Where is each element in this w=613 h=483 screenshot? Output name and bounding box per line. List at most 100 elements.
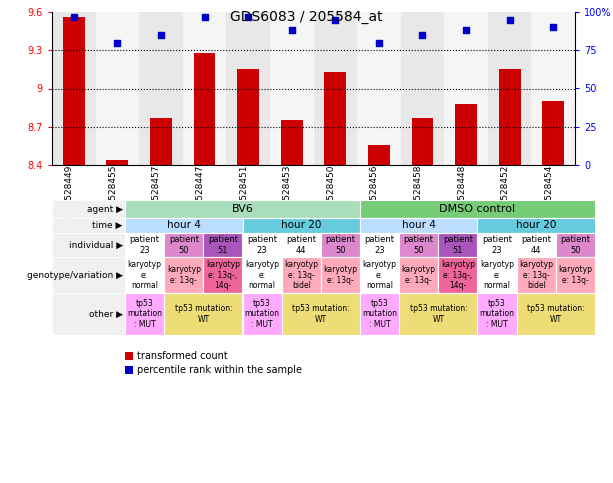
Text: hour 20: hour 20 xyxy=(281,221,321,230)
Text: GSM1528452: GSM1528452 xyxy=(501,165,509,225)
Text: patient
50: patient 50 xyxy=(169,235,199,255)
Bar xyxy=(63,17,85,165)
Bar xyxy=(531,12,575,165)
Bar xyxy=(194,53,215,165)
Text: karyotyp
e: 13q-,
14q-: karyotyp e: 13q-, 14q- xyxy=(441,260,475,290)
Text: tp53
mutation
: MUT: tp53 mutation : MUT xyxy=(362,299,397,329)
Text: karyotyp
e:
normal: karyotyp e: normal xyxy=(245,260,279,290)
Bar xyxy=(499,70,520,165)
Bar xyxy=(368,144,390,165)
Bar xyxy=(107,160,128,165)
Text: karyotyp
e: 13q-: karyotyp e: 13q- xyxy=(558,265,592,284)
Text: patient
51: patient 51 xyxy=(443,235,473,255)
Text: transformed count: transformed count xyxy=(137,351,228,361)
Text: GSM1528449: GSM1528449 xyxy=(65,165,74,225)
Text: karyotyp
e: 13q-
bidel: karyotyp e: 13q- bidel xyxy=(519,260,554,290)
Bar xyxy=(281,120,303,165)
Text: GSM1528454: GSM1528454 xyxy=(544,165,553,225)
Text: GDS6083 / 205584_at: GDS6083 / 205584_at xyxy=(230,10,383,24)
Text: patient
23: patient 23 xyxy=(129,235,159,255)
Point xyxy=(200,13,210,20)
Text: karyotyp
e: 13q-,
14q-: karyotyp e: 13q-, 14q- xyxy=(206,260,240,290)
Point xyxy=(417,31,427,39)
Text: karyotyp
e:
normal: karyotyp e: normal xyxy=(480,260,514,290)
Bar xyxy=(237,70,259,165)
Text: tp53 mutation:
WT: tp53 mutation: WT xyxy=(409,304,467,324)
Point xyxy=(156,31,166,39)
Bar xyxy=(183,12,226,165)
Bar xyxy=(324,72,346,165)
Bar xyxy=(281,120,303,165)
Text: karyotyp
e:
normal: karyotyp e: normal xyxy=(362,260,397,290)
Text: karyotyp
e: 13q-: karyotyp e: 13q- xyxy=(167,265,200,284)
Bar xyxy=(125,366,133,374)
Bar xyxy=(313,12,357,165)
Bar xyxy=(52,12,96,165)
Bar xyxy=(96,12,139,165)
Bar xyxy=(150,118,172,165)
Text: karyotyp
e: 13q-
bidel: karyotyp e: 13q- bidel xyxy=(284,260,318,290)
Text: karyotyp
e: 13q-: karyotyp e: 13q- xyxy=(402,265,436,284)
Point xyxy=(112,39,122,46)
Text: hour 20: hour 20 xyxy=(516,221,557,230)
Bar xyxy=(368,144,390,165)
Text: GSM1528448: GSM1528448 xyxy=(457,165,466,225)
Text: DMSO control: DMSO control xyxy=(440,204,516,214)
Point xyxy=(243,13,253,20)
Text: GSM1528451: GSM1528451 xyxy=(239,165,248,225)
Text: genotype/variation ▶: genotype/variation ▶ xyxy=(27,270,123,280)
Text: patient
23: patient 23 xyxy=(365,235,395,255)
Bar xyxy=(411,118,433,165)
Bar xyxy=(357,12,401,165)
Point xyxy=(69,13,78,20)
Text: GSM1528447: GSM1528447 xyxy=(196,165,205,225)
Point xyxy=(548,24,558,31)
Bar xyxy=(226,12,270,165)
Bar xyxy=(150,118,172,165)
Bar xyxy=(270,12,313,165)
Bar xyxy=(499,70,520,165)
Text: other ▶: other ▶ xyxy=(89,310,123,318)
Bar xyxy=(543,101,564,165)
Text: patient
50: patient 50 xyxy=(326,235,356,255)
Text: GSM1528450: GSM1528450 xyxy=(326,165,335,225)
Bar xyxy=(194,53,215,165)
Text: patient
23: patient 23 xyxy=(482,235,512,255)
Bar xyxy=(488,12,531,165)
Bar xyxy=(107,160,128,165)
Bar xyxy=(444,12,488,165)
Text: patient
44: patient 44 xyxy=(286,235,316,255)
Text: patient
51: patient 51 xyxy=(208,235,238,255)
Text: patient
44: patient 44 xyxy=(521,235,551,255)
Bar xyxy=(63,17,85,165)
Bar xyxy=(543,101,564,165)
Text: GSM1528456: GSM1528456 xyxy=(370,165,379,225)
Bar xyxy=(139,12,183,165)
Text: tp53 mutation:
WT: tp53 mutation: WT xyxy=(175,304,232,324)
Point xyxy=(504,16,514,24)
Bar xyxy=(125,352,133,360)
Text: time ▶: time ▶ xyxy=(93,221,123,230)
Text: tp53
mutation
: MUT: tp53 mutation : MUT xyxy=(479,299,514,329)
Text: patient
50: patient 50 xyxy=(560,235,590,255)
Bar xyxy=(411,118,433,165)
Bar xyxy=(455,104,477,165)
Text: patient
50: patient 50 xyxy=(404,235,434,255)
Text: tp53 mutation:
WT: tp53 mutation: WT xyxy=(527,304,585,324)
Text: tp53 mutation:
WT: tp53 mutation: WT xyxy=(292,304,349,324)
Text: karyotyp
e:
normal: karyotyp e: normal xyxy=(128,260,162,290)
Point xyxy=(330,16,340,24)
Bar xyxy=(455,104,477,165)
Text: tp53
mutation
: MUT: tp53 mutation : MUT xyxy=(245,299,280,329)
Text: GSM1528455: GSM1528455 xyxy=(109,165,117,225)
Text: tp53
mutation
: MUT: tp53 mutation : MUT xyxy=(127,299,162,329)
Bar xyxy=(237,70,259,165)
Text: karyotyp
e: 13q-: karyotyp e: 13q- xyxy=(324,265,357,284)
Text: GSM1528457: GSM1528457 xyxy=(152,165,161,225)
Bar xyxy=(401,12,444,165)
Text: individual ▶: individual ▶ xyxy=(69,241,123,250)
Point xyxy=(461,27,471,34)
Text: agent ▶: agent ▶ xyxy=(87,204,123,213)
Point xyxy=(374,39,384,46)
Text: BV6: BV6 xyxy=(232,204,253,214)
